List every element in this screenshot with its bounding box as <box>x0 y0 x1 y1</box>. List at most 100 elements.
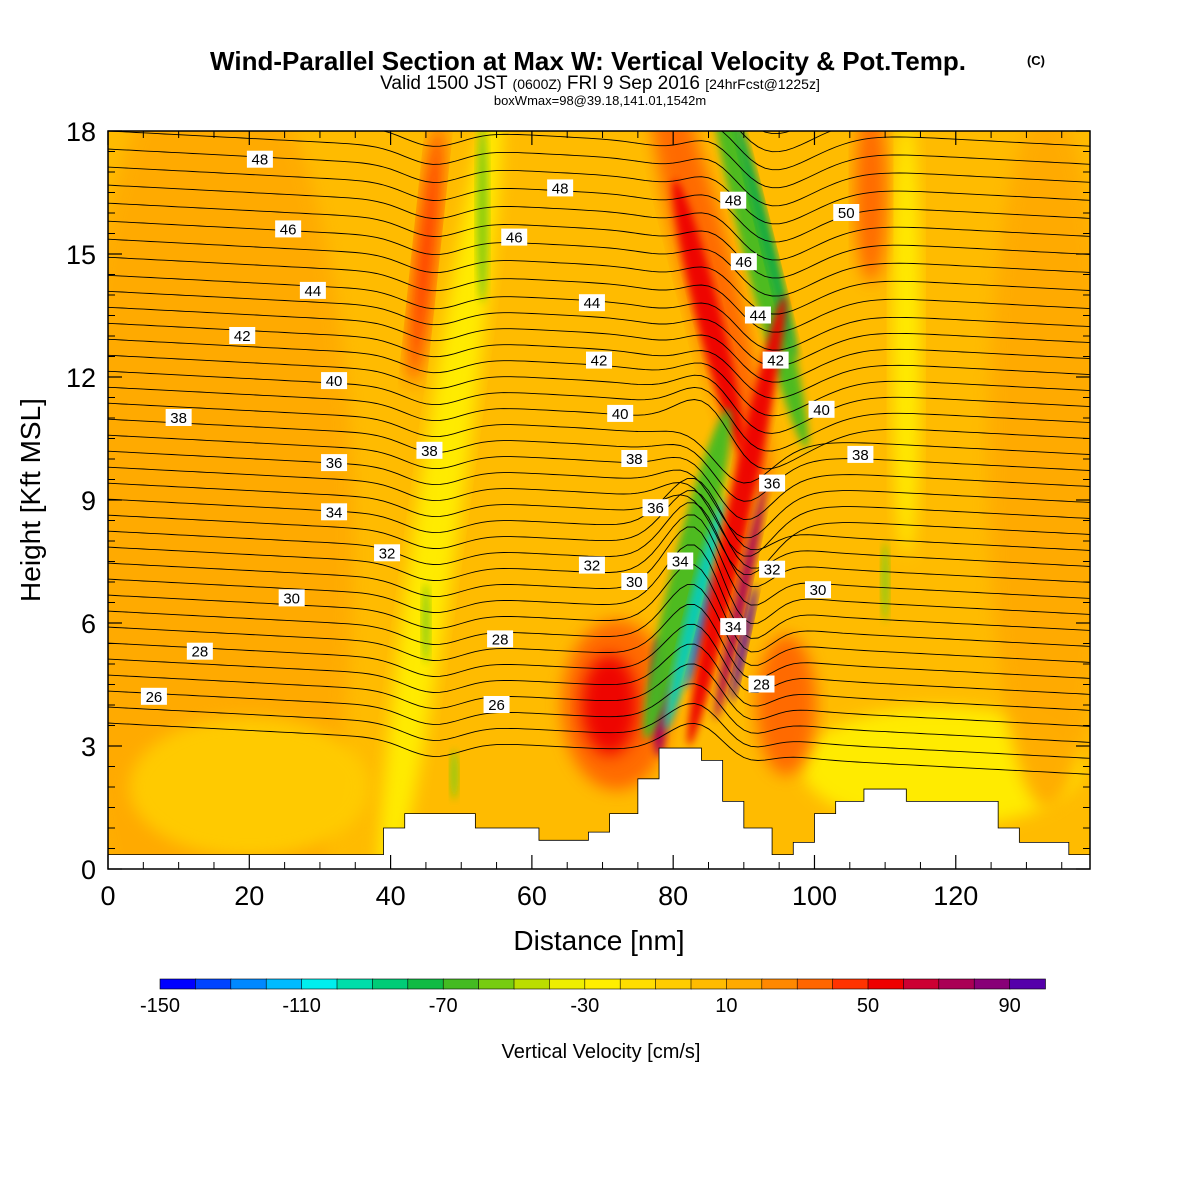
contour-label: 46 <box>275 220 302 238</box>
contour-label: 48 <box>720 191 747 210</box>
x-tick-label: 20 <box>234 881 264 911</box>
x-tick-label: 80 <box>658 881 688 911</box>
contour-label-box <box>483 696 510 713</box>
w-region-blob <box>672 179 745 452</box>
y-tick-label: 3 <box>81 732 96 762</box>
contour-label: 32 <box>374 544 401 562</box>
y-tick-label: 0 <box>81 855 96 885</box>
colorbar-swatch <box>301 978 338 990</box>
isentrope-line <box>108 544 1090 639</box>
contour-label: 28 <box>748 675 775 694</box>
contour-label: 38 <box>621 450 648 468</box>
colorbar-swatch <box>584 978 621 990</box>
colorbar-swatch <box>195 978 232 990</box>
y-tick-label: 15 <box>66 240 96 270</box>
colorbar-label: Vertical Velocity [cm/s] <box>502 1041 701 1063</box>
contour-label-text: 26 <box>488 697 505 714</box>
contour-label-text: 40 <box>612 406 629 423</box>
colorbar-tick-label: 50 <box>857 995 879 1017</box>
w-region-blob <box>687 295 787 746</box>
contour-label-text: 28 <box>492 631 509 648</box>
contour-label: 38 <box>847 445 874 464</box>
isentrope-line <box>108 564 1090 653</box>
colorbar-swatch <box>549 978 586 990</box>
contour-label-text: 34 <box>725 619 742 636</box>
subtitle-utc: (0600Z) <box>513 76 562 92</box>
colorbar-swatch <box>903 978 940 990</box>
isentrope-line <box>108 466 1090 557</box>
contour-label-text: 46 <box>506 230 523 247</box>
isentrope-line <box>108 166 1090 243</box>
isentrope-line <box>108 526 1090 625</box>
w-region-blob <box>733 131 798 360</box>
contour-label-text: 36 <box>326 455 343 472</box>
contour-label-box <box>140 687 167 705</box>
chart-subtitle: Valid 1500 JST (0600Z) FRI 9 Sep 2016 [2… <box>380 73 820 94</box>
contour-label: 38 <box>416 441 443 460</box>
colorbar-swatch <box>867 978 905 990</box>
plot-area: 48 48 48 50 46 46 46 44 44 44 42 42 42 40 40 40 38 38 38 38… <box>108 131 1090 869</box>
isentrope-line <box>108 386 1090 470</box>
colorbar-tick-label: -70 <box>429 995 458 1017</box>
isentrope-line <box>108 306 1090 383</box>
contour-label: 46 <box>501 228 528 247</box>
contour-label-text: 32 <box>584 558 601 575</box>
contour-label-text: 46 <box>735 254 752 271</box>
contour-label: 30 <box>278 589 305 607</box>
contour-label-text: 30 <box>283 590 300 607</box>
contour-label: 42 <box>762 351 789 370</box>
colorbar-swatch <box>761 978 798 990</box>
isentrope-line <box>720 131 1090 171</box>
colorbar-swatch <box>159 978 197 990</box>
contour-label: 26 <box>483 696 510 714</box>
contour-label-text: 38 <box>852 447 869 464</box>
contour-label: 44 <box>299 281 326 300</box>
x-axis-label: Distance [nm] <box>513 925 684 956</box>
contour-label-box <box>578 556 605 574</box>
x-tick-label: 40 <box>376 881 406 911</box>
x-axis: 0 20 40 60 80 100 120 <box>100 131 1063 911</box>
w-region-blob <box>854 131 887 283</box>
contour-label-box <box>808 400 835 418</box>
contour-label-box <box>501 228 528 246</box>
contour-label-box <box>667 552 694 570</box>
y-tick-label: 6 <box>81 609 96 639</box>
isentrope-line <box>108 482 1090 576</box>
colorbar-swatch <box>230 978 268 990</box>
contour-label-text: 36 <box>647 500 664 517</box>
w-region-blob <box>707 131 809 449</box>
w-region-blob <box>581 655 638 755</box>
contour-label-box <box>762 351 789 369</box>
isentrope-line <box>108 184 1090 261</box>
contour-label-box <box>321 372 348 390</box>
y-tick-label: 18 <box>66 117 96 147</box>
colorbar-swatch <box>265 978 303 990</box>
contour-label: 32 <box>759 560 786 579</box>
contour-label-text: 48 <box>252 152 269 169</box>
contour-label: 36 <box>642 499 669 517</box>
contour-label-box <box>547 179 574 197</box>
contour-label-box <box>246 150 273 168</box>
isentrope-line <box>108 402 1090 484</box>
contour-label: 40 <box>607 404 634 423</box>
x-tick-label: 60 <box>517 881 547 911</box>
contour-label: 34 <box>667 552 694 571</box>
contour-label-text: 32 <box>764 562 781 579</box>
isentrope-line <box>108 603 1090 680</box>
contour-label-text: 46 <box>280 221 297 238</box>
isentrope-line <box>108 434 1090 521</box>
isentrope-line <box>108 290 1090 367</box>
colorbar-tick-label: 10 <box>715 995 737 1017</box>
contour-label-text: 30 <box>810 582 827 599</box>
contour-label: 42 <box>229 327 256 345</box>
contour-label-text: 28 <box>753 677 770 694</box>
colorbar-ticks: -150 -110 -70 -30 10 50 90 <box>140 995 1021 1017</box>
isentrope-line <box>108 502 1090 588</box>
colorbar-swatch <box>796 978 834 990</box>
contour-label-text: 44 <box>584 295 601 312</box>
contour-label-text: 42 <box>767 353 784 370</box>
w-region-blob <box>450 749 459 800</box>
contour-label-text: 36 <box>764 476 781 493</box>
contour-label-text: 38 <box>170 410 187 427</box>
